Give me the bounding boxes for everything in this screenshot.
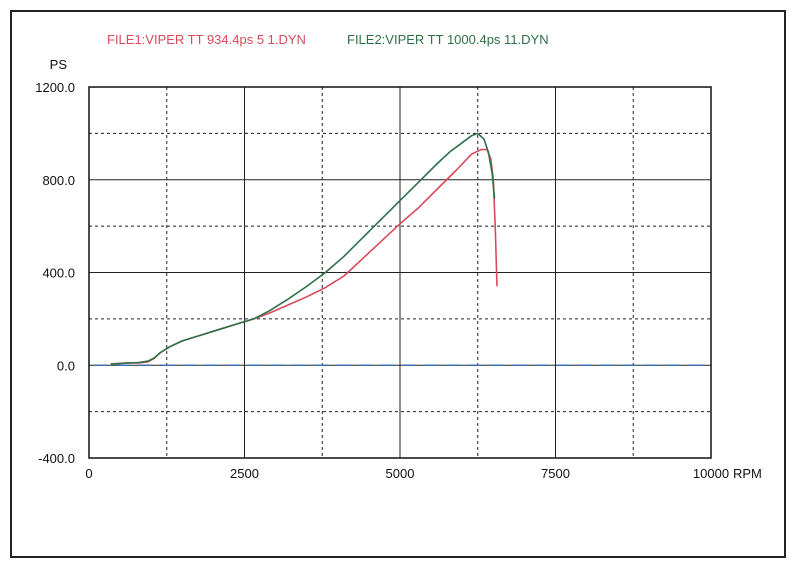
x-tick-label: 0 — [85, 466, 92, 481]
series-line-1 — [110, 148, 498, 365]
y-tick-label: 0.0 — [57, 358, 75, 373]
x-tick-label: 5000 — [386, 466, 415, 481]
legend-entry-1: FILE1:VIPER TT 934.4ps 5 1.DYN — [107, 32, 306, 47]
y-tick-label: -400.0 — [38, 451, 75, 466]
legend-entry-2: FILE2:VIPER TT 1000.4ps 11.DYN — [347, 32, 549, 47]
x-tick-label: 2500 — [230, 466, 259, 481]
y-axis-label: PS — [50, 57, 68, 72]
chart-frame — [10, 10, 786, 558]
x-tick-label: 10000 — [693, 466, 729, 481]
y-tick-label: 400.0 — [42, 266, 75, 281]
x-axis-label: RPM — [733, 466, 762, 481]
y-tick-label: 1200.0 — [35, 80, 75, 95]
x-tick-label: 7500 — [541, 466, 570, 481]
y-tick-label: 800.0 — [42, 173, 75, 188]
series-line-2 — [110, 132, 496, 365]
plot-area-border — [88, 86, 712, 459]
